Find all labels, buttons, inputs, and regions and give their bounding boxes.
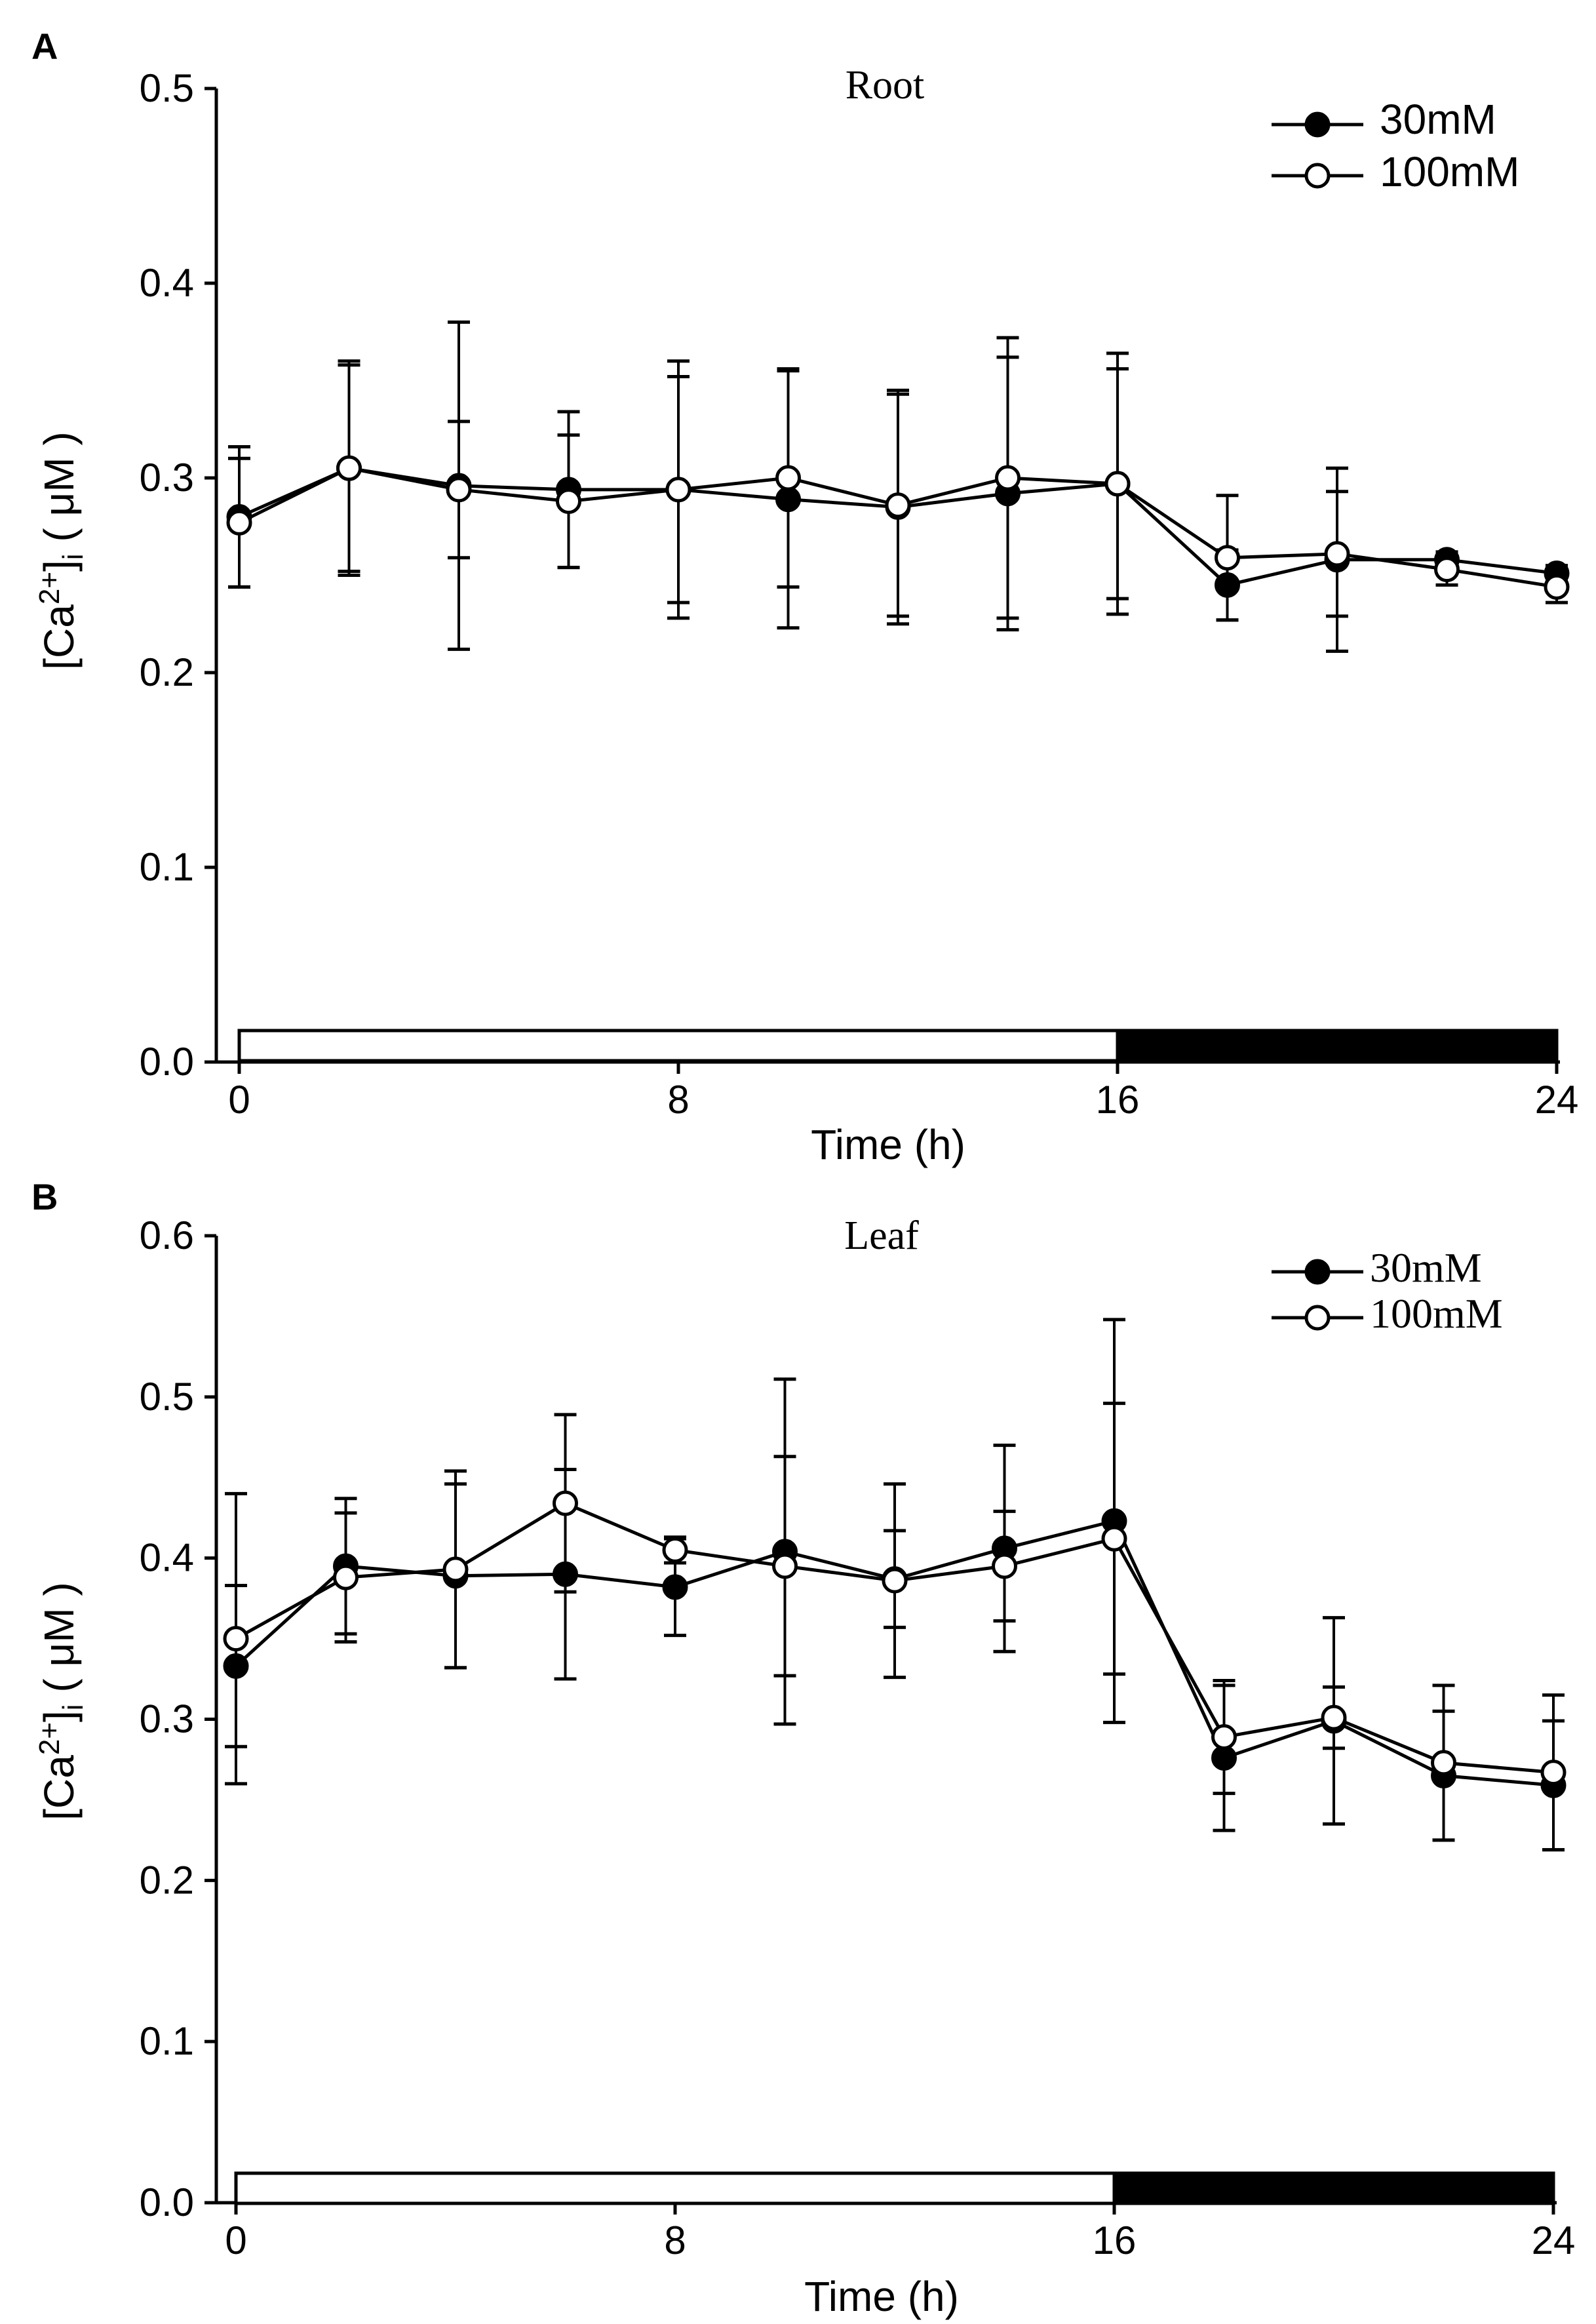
- data-point-100mM: [1434, 557, 1460, 583]
- legend-label-100mM: 100mM: [1370, 1290, 1503, 1337]
- legend-marker-30mM: [1304, 1259, 1331, 1285]
- data-point-100mM: [995, 465, 1021, 491]
- data-point-100mM: [1431, 1750, 1456, 1776]
- data-point-100mM: [446, 477, 472, 503]
- y-tick-label: 0.0: [140, 2180, 194, 2224]
- legend-label-30mM: 30mM: [1380, 96, 1496, 143]
- data-point-100mM: [556, 488, 581, 515]
- series-100mM: [223, 1402, 1567, 1852]
- panel-b: B Leaf [Ca2+]i ( μM ) Time (h) 30mM 100m…: [31, 1176, 1575, 2320]
- data-point-100mM: [1104, 471, 1131, 497]
- light-period-bar: [237, 1029, 1119, 1063]
- legend-marker-100mM: [1304, 163, 1331, 189]
- y-label-main: [Ca: [35, 1755, 83, 1821]
- dark-period-bar: [1112, 2171, 1555, 2205]
- data-point-100mM: [333, 1564, 359, 1590]
- x-tick-label: 24: [1532, 2218, 1576, 2262]
- x-axis-label: Time (h): [811, 1121, 965, 1168]
- legend-marker-30mM: [1304, 111, 1331, 138]
- y-label-close: ]: [35, 560, 83, 572]
- y-axis-label: [Ca2+]i ( μM ): [33, 1582, 89, 1820]
- light-period-bar: [234, 2171, 1116, 2205]
- data-point-100mM: [442, 1556, 469, 1583]
- data-point-100mM: [665, 477, 691, 503]
- y-tick-label: 0.4: [140, 261, 194, 305]
- dark-period-bar: [1116, 1029, 1559, 1063]
- data-point-100mM: [772, 1553, 798, 1579]
- data-point-100mM: [1321, 1704, 1347, 1731]
- legend-label-100mM: 100mM: [1380, 148, 1519, 195]
- y-tick-label: 0.2: [140, 650, 194, 694]
- y-axis-label: [Ca2+]i ( μM ): [33, 431, 89, 669]
- series-100mM: [226, 336, 1570, 622]
- data-point-100mM: [1101, 1526, 1127, 1552]
- data-point-100mM: [226, 509, 252, 536]
- chart-title-leaf: Leaf: [844, 1213, 919, 1258]
- data-point-100mM: [992, 1553, 1017, 1579]
- svg-text:[Ca2+]i ( μM ): [Ca2+]i ( μM ): [33, 1582, 89, 1820]
- data-point-30mM: [662, 1574, 688, 1600]
- x-tick-label: 0: [228, 1078, 250, 1122]
- y-tick-label: 0.3: [140, 1697, 194, 1741]
- y-tick-label: 0.6: [140, 1213, 194, 1257]
- x-tick-label: 16: [1093, 2218, 1137, 2262]
- legend-label-30mM: 30mM: [1370, 1244, 1482, 1291]
- legend: 30mM 100mM: [1370, 1244, 1503, 1337]
- svg-text:[Ca2+]i ( μM ): [Ca2+]i ( μM ): [33, 431, 89, 669]
- data-point-100mM: [1215, 545, 1240, 571]
- y-label-close: ]: [35, 1710, 83, 1722]
- x-tick-label: 24: [1535, 1078, 1579, 1122]
- data-point-100mM: [882, 1567, 908, 1594]
- x-tick-label: 8: [664, 2218, 686, 2262]
- chart-title-root: Root: [846, 63, 925, 108]
- y-tick-label: 0.5: [140, 66, 194, 110]
- legend-marker-100mM: [1304, 1305, 1331, 1331]
- panel-letter-a: A: [31, 26, 58, 67]
- data-point-100mM: [1324, 541, 1350, 567]
- data-point-100mM: [553, 1490, 578, 1516]
- y-tick-label: 0.1: [140, 2019, 194, 2063]
- data-point-100mM: [223, 1626, 249, 1652]
- x-axis-label: Time (h): [804, 2273, 959, 2320]
- y-label-unit: ( μM ): [35, 1582, 83, 1704]
- y-tick-label: 0.2: [140, 1858, 194, 1902]
- x-tick-label: 0: [225, 2218, 246, 2262]
- x-tick-label: 8: [667, 1078, 689, 1122]
- data-point-100mM: [1540, 1760, 1567, 1786]
- x-tick-label: 16: [1096, 1078, 1140, 1122]
- y-label-sup: 2+: [33, 572, 66, 604]
- y-tick-label: 0.3: [140, 456, 194, 500]
- y-label-sub: i: [57, 553, 89, 560]
- data-point-100mM: [1544, 574, 1570, 600]
- panel-letter-b: B: [31, 1176, 58, 1217]
- y-tick-label: 0.5: [140, 1375, 194, 1419]
- y-label-main: [Ca: [35, 604, 83, 670]
- y-tick-label: 0.4: [140, 1536, 194, 1580]
- data-point-100mM: [336, 455, 362, 481]
- data-point-100mM: [1211, 1724, 1237, 1750]
- y-tick-label: 0.0: [140, 1040, 194, 1084]
- legend: 30mM 100mM: [1380, 96, 1519, 195]
- y-tick-label: 0.1: [140, 845, 194, 889]
- y-label-sub: i: [57, 1704, 89, 1710]
- y-label-sup: 2+: [33, 1722, 66, 1755]
- y-label-unit: ( μM ): [35, 431, 83, 553]
- panel-a: A Root [Ca2+]i ( μM ) Time (h) 30mM 100m…: [31, 26, 1578, 1168]
- data-point-100mM: [775, 465, 801, 491]
- data-point-100mM: [662, 1537, 688, 1563]
- data-point-100mM: [885, 492, 911, 519]
